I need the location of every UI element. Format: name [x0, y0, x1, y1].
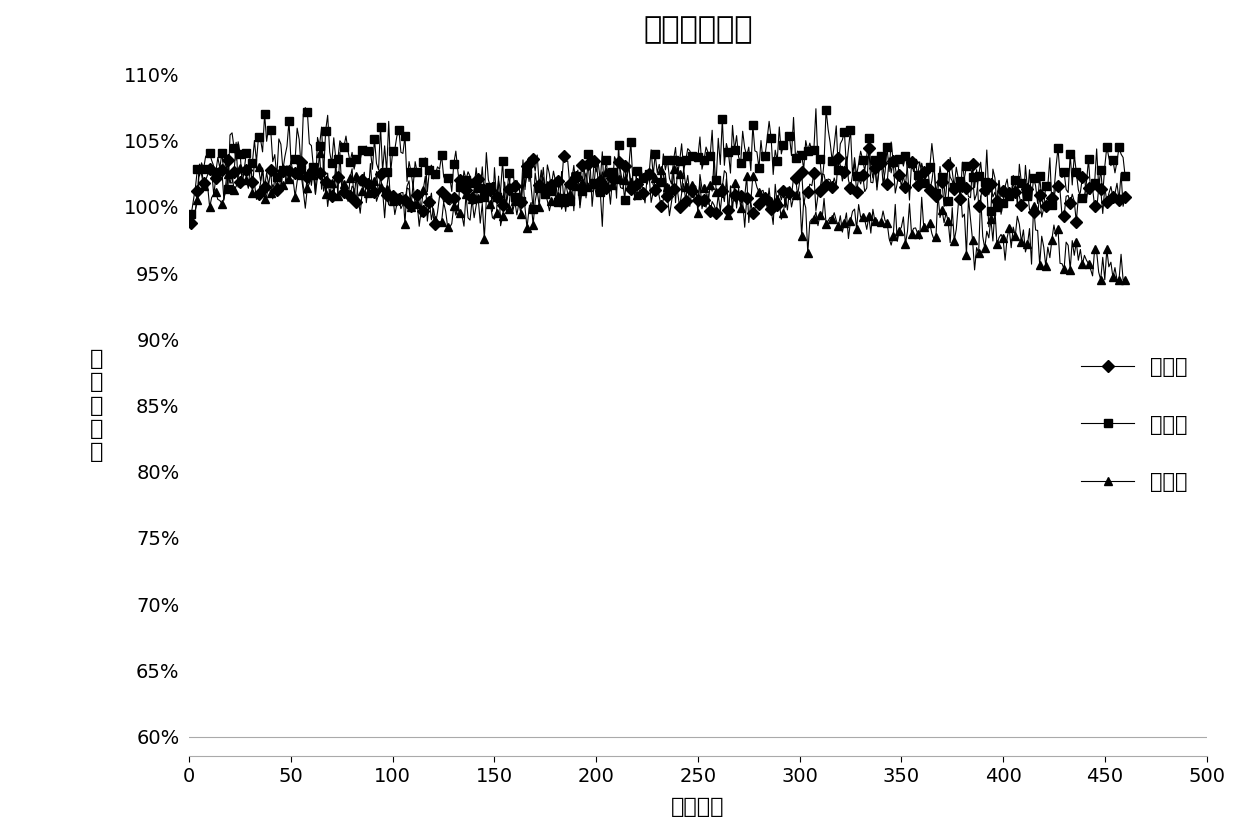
- 实例二: [941, 196, 956, 206]
- 实例一: [738, 222, 753, 232]
- Line: 实例二: 实例二: [187, 103, 1130, 231]
- 实例二: [976, 179, 991, 189]
- 实例一: [1117, 191, 1132, 201]
- Title: 常温循环对比: 常温循环对比: [644, 15, 753, 44]
- 实例二: [298, 102, 312, 112]
- 实例三: [976, 231, 991, 241]
- 实例二: [1117, 171, 1132, 181]
- 实例一: [202, 164, 217, 174]
- Line: 实例一: 实例一: [187, 138, 1130, 231]
- 实例一: [184, 218, 198, 228]
- 实例二: [965, 171, 980, 181]
- 实例三: [1117, 275, 1132, 285]
- 实例二: [184, 209, 198, 219]
- 实例二: [688, 156, 703, 166]
- 实例二: [202, 148, 217, 158]
- 实例一: [967, 183, 982, 193]
- 实例三: [202, 202, 217, 212]
- 实例三: [495, 211, 510, 221]
- 实例三: [688, 181, 703, 191]
- X-axis label: 循环次数: 循环次数: [671, 797, 724, 817]
- Line: 实例三: 实例三: [187, 147, 1130, 284]
- 实例一: [688, 185, 703, 195]
- Legend: 实例一, 实例二, 实例三: 实例一, 实例二, 实例三: [1073, 349, 1197, 500]
- 实例一: [942, 172, 957, 182]
- 实例三: [184, 214, 198, 224]
- 实例一: [977, 185, 992, 195]
- 实例三: [595, 146, 610, 156]
- Y-axis label: 容
量
保
持
率: 容 量 保 持 率: [89, 349, 103, 462]
- 实例三: [1094, 275, 1109, 285]
- 实例三: [965, 235, 980, 245]
- 实例二: [981, 222, 996, 232]
- 实例一: [228, 137, 243, 147]
- 实例一: [497, 177, 512, 187]
- 实例三: [941, 216, 956, 226]
- 实例二: [497, 196, 512, 206]
